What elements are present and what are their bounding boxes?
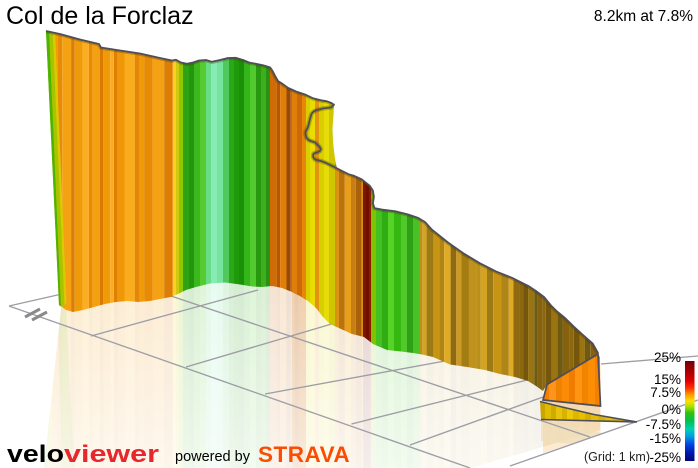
svg-text:15%: 15% [654, 372, 681, 387]
svg-text:-25%: -25% [649, 450, 681, 465]
svg-text:-15%: -15% [649, 431, 681, 446]
svg-text:-7.5%: -7.5% [646, 417, 681, 432]
svg-text:velo: velo [7, 441, 64, 468]
svg-text:viewer: viewer [64, 441, 159, 468]
svg-text:STRAVA: STRAVA [258, 442, 350, 467]
svg-text:powered by: powered by [175, 449, 251, 465]
svg-text:7.5%: 7.5% [650, 385, 681, 400]
svg-text:0%: 0% [661, 402, 681, 417]
svg-text:25%: 25% [654, 350, 681, 365]
svg-text:(Grid: 1 km): (Grid: 1 km) [584, 450, 650, 464]
svg-text:Col de la Forclaz: Col de la Forclaz [6, 2, 194, 30]
svg-text:8.2km at 7.8%: 8.2km at 7.8% [594, 8, 693, 25]
